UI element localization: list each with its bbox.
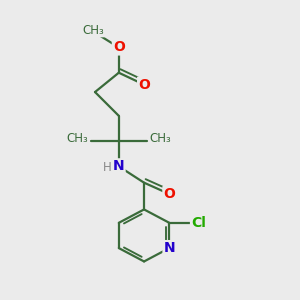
Text: N: N	[164, 241, 175, 255]
Text: N: N	[113, 159, 124, 173]
Text: O: O	[138, 78, 150, 92]
Text: O: O	[164, 187, 175, 201]
Text: H: H	[103, 161, 111, 174]
Text: CH₃: CH₃	[149, 132, 171, 145]
Text: CH₃: CH₃	[66, 132, 88, 145]
Text: Cl: Cl	[191, 216, 206, 230]
Text: O: O	[113, 40, 125, 55]
Text: CH₃: CH₃	[83, 24, 104, 37]
